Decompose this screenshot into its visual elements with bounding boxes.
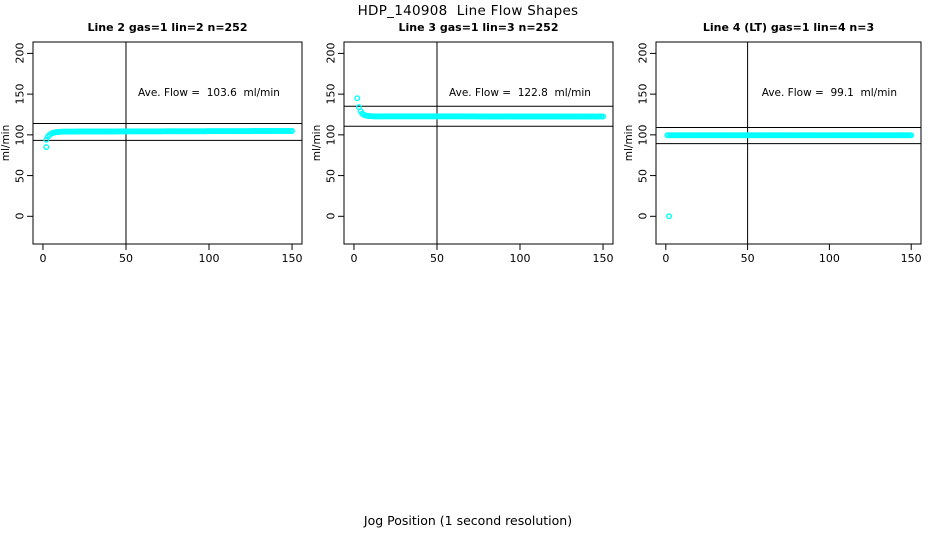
y-tick-label: 0	[324, 212, 338, 220]
panel2-ave-flow-annotation: Ave. Flow = 122.8 ml/min	[449, 87, 591, 99]
outlier-data-point	[666, 213, 673, 220]
x-tick-label: 0	[39, 252, 47, 265]
y-tick-label: 200	[636, 42, 650, 64]
panel1-ave-flow-annotation: Ave. Flow = 103.6 ml/min	[138, 87, 280, 99]
x-axis-label: Jog Position (1 second resolution)	[363, 513, 573, 528]
y-tick-label: 50	[636, 168, 650, 183]
x-tick-label: 100	[198, 252, 220, 265]
panel1-y-axis-label: ml/min	[0, 124, 12, 162]
data-point	[908, 132, 915, 139]
panel1-title: Line 2 gas=1 lin=2 n=252	[87, 21, 248, 34]
y-tick-label: 0	[636, 212, 650, 220]
y-tick-label: 50	[324, 168, 338, 183]
y-tick-label: 200	[324, 42, 338, 64]
x-tick-label: 150	[281, 252, 303, 265]
plot-box	[655, 41, 922, 245]
y-tick-label: 0	[13, 212, 27, 220]
y-tick-label: 100	[324, 124, 338, 146]
panel3-y-axis-label: ml/min	[623, 124, 635, 162]
x-tick-label: 100	[818, 252, 840, 265]
y-tick-label: 150	[13, 83, 27, 105]
x-tick-label: 50	[118, 252, 133, 265]
x-tick-label: 150	[900, 252, 922, 265]
data-point	[289, 127, 296, 134]
x-tick-label: 0	[662, 252, 670, 265]
x-tick-label: 150	[592, 252, 614, 265]
plot-box	[343, 41, 614, 245]
panel3-ave-flow-annotation: Ave. Flow = 99.1 ml/min	[761, 87, 897, 99]
x-tick-label: 0	[350, 252, 358, 265]
y-tick-label: 100	[636, 124, 650, 146]
data-point	[600, 113, 607, 120]
y-tick-label: 200	[13, 42, 27, 64]
x-tick-label: 100	[509, 252, 531, 265]
panel3-title: Line 4 (LT) gas=1 lin=4 n=3	[702, 21, 875, 34]
panel2-y-axis-label: ml/min	[311, 124, 323, 162]
figure-title: HDP_140908 Line Flow Shapes	[357, 3, 579, 19]
outlier-data-point	[354, 95, 361, 102]
y-tick-label: 150	[324, 83, 338, 105]
plot-box	[32, 41, 303, 245]
y-tick-label: 150	[636, 83, 650, 105]
x-tick-label: 50	[429, 252, 444, 265]
y-tick-label: 100	[13, 124, 27, 146]
panel2-title: Line 3 gas=1 lin=3 n=252	[398, 21, 559, 34]
outlier-data-point	[43, 144, 50, 151]
y-tick-label: 50	[13, 168, 27, 183]
x-tick-label: 50	[740, 252, 755, 265]
